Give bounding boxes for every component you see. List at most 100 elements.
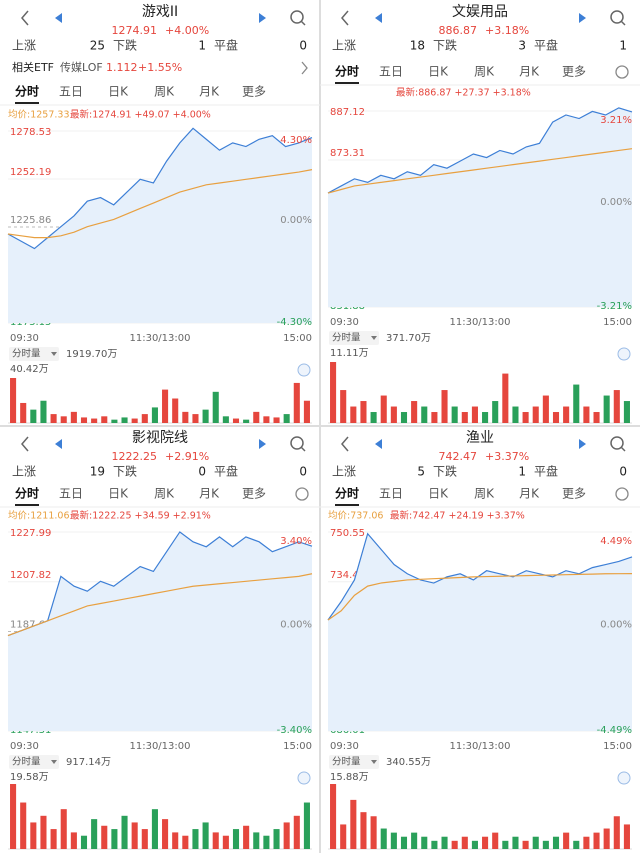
tab[interactable]: 周K xyxy=(154,85,175,99)
tab[interactable]: 周K xyxy=(154,487,175,501)
volume-bar xyxy=(232,418,240,423)
y-tick-label: 1252.19 xyxy=(10,167,51,178)
stat-label: 上涨 xyxy=(12,464,36,479)
tab[interactable]: 分时 xyxy=(15,486,39,501)
prev-button[interactable] xyxy=(55,13,62,23)
tab[interactable]: 分时 xyxy=(15,84,39,99)
title: 文娱用品 xyxy=(452,4,508,20)
tab[interactable]: 日K xyxy=(428,65,449,79)
stat-value: 19 xyxy=(90,465,105,479)
volume-bar xyxy=(141,414,148,423)
next-button[interactable] xyxy=(259,13,266,23)
volume-max: 19.58万 xyxy=(10,772,49,783)
search-handle xyxy=(300,446,306,452)
volume-bar xyxy=(603,395,610,423)
volume-bar xyxy=(212,391,219,423)
back-button[interactable] xyxy=(341,10,349,26)
prev-button[interactable] xyxy=(375,439,382,449)
volume-bar xyxy=(390,832,397,849)
volume-selector[interactable] xyxy=(9,347,59,361)
tab[interactable]: 月K xyxy=(519,65,540,79)
stat-label: 平盘 xyxy=(214,38,238,53)
volume-bar xyxy=(482,412,489,423)
next-button[interactable] xyxy=(579,439,586,449)
search-button[interactable] xyxy=(290,10,304,24)
tab[interactable]: 五日 xyxy=(379,65,403,79)
volume-bar xyxy=(512,836,519,849)
volume-bar xyxy=(370,816,377,849)
prev-button[interactable] xyxy=(375,13,382,23)
tab[interactable]: 月K xyxy=(519,487,540,501)
tab[interactable]: 日K xyxy=(108,487,129,501)
pct-label: -3.40% xyxy=(277,725,312,736)
etf-arrow[interactable] xyxy=(301,61,308,75)
volume-bar xyxy=(583,836,590,849)
stat-label: 下跌 xyxy=(433,38,457,53)
volume-selector[interactable] xyxy=(329,331,379,345)
volume-bar xyxy=(253,411,260,423)
y-tick-label: 1225.86 xyxy=(10,215,51,226)
volume-label: 分时量 xyxy=(12,348,41,360)
stat-label: 平盘 xyxy=(534,464,558,479)
search-button[interactable] xyxy=(290,436,304,450)
stat-value: 0 xyxy=(619,465,627,479)
volume-bar xyxy=(563,406,570,423)
tab[interactable]: 周K xyxy=(474,487,495,501)
volume-bar xyxy=(563,832,570,849)
tab[interactable]: 月K xyxy=(199,487,220,501)
stat-value: 18 xyxy=(410,39,425,53)
volume-bar xyxy=(461,836,468,849)
next-button[interactable] xyxy=(259,439,266,449)
time-label: 15:00 xyxy=(283,741,312,752)
settings-button[interactable] xyxy=(295,487,309,501)
tab[interactable]: 更多 xyxy=(562,65,586,79)
volume-bar xyxy=(390,406,397,423)
back-button[interactable] xyxy=(21,436,29,452)
prev-button[interactable] xyxy=(55,439,62,449)
stat-label: 上涨 xyxy=(332,38,356,53)
pct-label: 0.00% xyxy=(600,620,632,631)
back-button[interactable] xyxy=(341,436,349,452)
tab[interactable]: 日K xyxy=(108,85,129,99)
refresh-button[interactable] xyxy=(297,771,311,785)
tab[interactable]: 更多 xyxy=(242,487,266,501)
tab[interactable]: 更多 xyxy=(242,85,266,99)
volume-dropdown xyxy=(51,352,57,356)
volume-bar xyxy=(111,829,118,849)
tab[interactable]: 五日 xyxy=(59,487,83,501)
volume-bar xyxy=(70,832,77,849)
back-button[interactable] xyxy=(21,10,29,26)
volume-selector[interactable] xyxy=(329,755,379,769)
tab[interactable]: 五日 xyxy=(59,85,83,99)
volume-bar xyxy=(70,411,77,423)
stat-value: 1 xyxy=(619,39,627,53)
tab[interactable]: 五日 xyxy=(379,487,403,501)
price-area xyxy=(328,107,632,307)
tab[interactable]: 分时 xyxy=(335,486,359,501)
stat-value: 0 xyxy=(299,465,307,479)
refresh-button[interactable] xyxy=(297,363,311,377)
tab[interactable]: 更多 xyxy=(562,487,586,501)
tab[interactable]: 分时 xyxy=(335,64,359,79)
tab[interactable]: 月K xyxy=(199,85,220,99)
volume-total: 340.55万 xyxy=(386,757,431,768)
tab[interactable]: 周K xyxy=(474,65,495,79)
volume-bar xyxy=(330,362,337,423)
volume-bar xyxy=(192,829,199,849)
refresh-button[interactable] xyxy=(617,771,631,785)
search-button[interactable] xyxy=(610,10,624,24)
volume-label: 分时量 xyxy=(12,756,41,768)
volume-bar xyxy=(182,835,189,849)
settings-button[interactable] xyxy=(615,487,629,501)
search-button[interactable] xyxy=(610,436,624,450)
settings-button[interactable] xyxy=(615,65,629,79)
volume-bar xyxy=(253,832,260,849)
next-button[interactable] xyxy=(579,13,586,23)
volume-bar xyxy=(263,835,270,849)
volume-bar xyxy=(40,400,47,423)
volume-selector[interactable] xyxy=(9,755,59,769)
refresh-button[interactable] xyxy=(617,347,631,361)
tab[interactable]: 日K xyxy=(428,487,449,501)
volume-total: 371.70万 xyxy=(386,333,431,344)
